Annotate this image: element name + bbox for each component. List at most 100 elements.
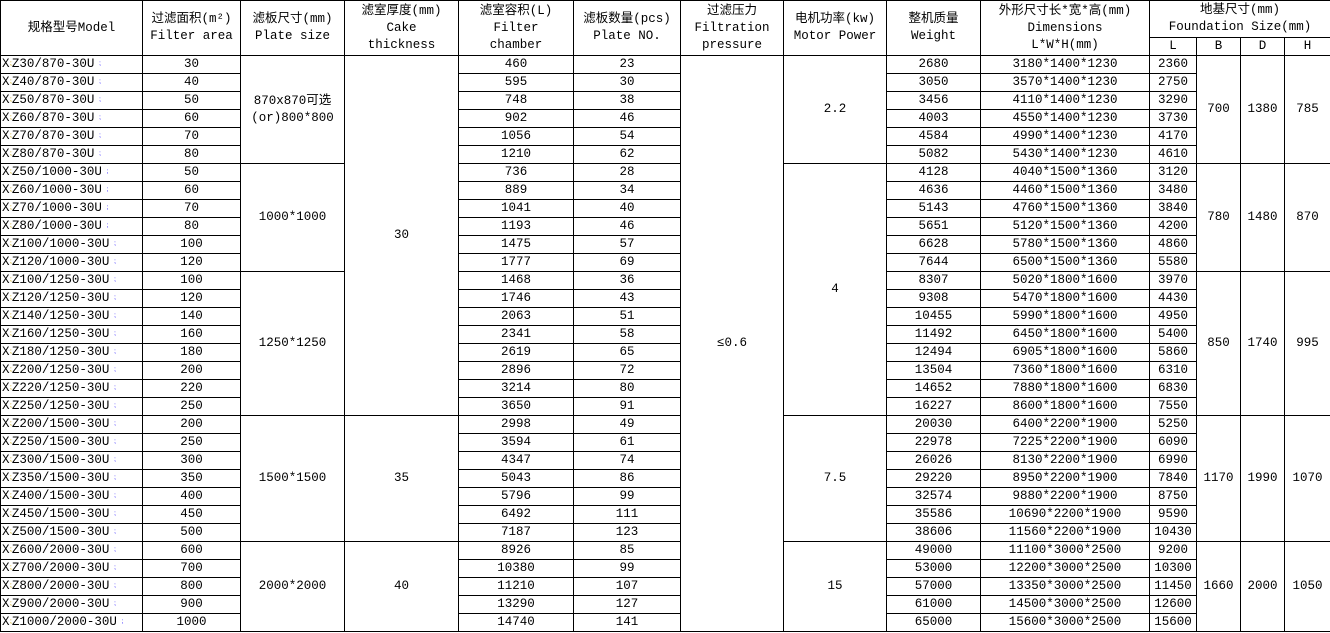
dimensions-cell: 4990*1400*1230 xyxy=(980,127,1150,146)
weight-cell: 65000 xyxy=(886,613,981,632)
plate-size-label: 870x870可选 xyxy=(253,93,332,108)
weight-cell: 14652 xyxy=(886,379,981,398)
plate-no-cell: 49 xyxy=(573,415,681,434)
weight-cell: 8307 xyxy=(886,271,981,290)
model-cell: X⁏Z600/2000-30U ⁏ xyxy=(0,541,143,560)
model-cell: X⁏Z50/870-30U ⁏ xyxy=(0,91,143,110)
foundation-l-cell: 3290 xyxy=(1149,91,1197,110)
plate-no-cell: 28 xyxy=(573,163,681,182)
header-filtration-pressure: 过滤压力 Filtration pressure xyxy=(680,0,784,56)
plate-no-cell: 107 xyxy=(573,577,681,596)
header-cn: 滤室厚度(mm) xyxy=(361,3,442,18)
marker-glyph: ⁏ xyxy=(109,330,116,338)
plate-no-cell: 40 xyxy=(573,199,681,218)
header-en: Cake xyxy=(386,20,417,35)
plate-size-alt: (or)800*800 xyxy=(251,110,334,125)
model-prefix: X xyxy=(2,237,10,251)
table-row: X⁏Z160/1250-30U ⁏ 160 2341 58 11492 6450*1800… xyxy=(0,325,1330,344)
motor-power-cell: 7.5 xyxy=(783,415,887,542)
marker-glyph: ⁏ xyxy=(9,276,12,284)
filter-area-cell: 800 xyxy=(142,577,241,596)
plate-no-cell: 69 xyxy=(573,253,681,272)
model-name: Z250/1500-30U xyxy=(11,435,110,449)
weight-cell: 4636 xyxy=(886,181,981,200)
foundation-l-cell: 2750 xyxy=(1149,73,1197,92)
foundation-l-cell: 6990 xyxy=(1149,451,1197,470)
weight-cell: 4584 xyxy=(886,127,981,146)
filter-area-cell: 50 xyxy=(142,163,241,182)
plate-no-cell: 99 xyxy=(573,487,681,506)
model-prefix: X xyxy=(2,309,10,323)
marker-glyph: ⁏ xyxy=(9,402,12,410)
foundation-l-cell: 4860 xyxy=(1149,235,1197,254)
model-name: Z140/1250-30U xyxy=(11,309,110,323)
marker-glyph: ⁏ xyxy=(9,420,12,428)
model-prefix: X xyxy=(2,489,10,503)
table-row: X⁏Z200/1250-30U ⁏ 200 2896 72 13504 7360*1800… xyxy=(0,361,1330,380)
dimensions-cell: 8950*2200*1900 xyxy=(980,469,1150,488)
model-name: Z350/1500-30U xyxy=(11,471,110,485)
weight-cell: 6628 xyxy=(886,235,981,254)
model-name: Z60/1000-30U xyxy=(11,183,102,197)
model-cell: X⁏Z100/1000-30U ⁏ xyxy=(0,235,143,254)
weight-cell: 61000 xyxy=(886,595,981,614)
foundation-l-cell: 3480 xyxy=(1149,181,1197,200)
foundation-l-cell: 3120 xyxy=(1149,163,1197,182)
model-name: Z50/1000-30U xyxy=(11,165,102,179)
model-cell: X⁏Z60/1000-30U ⁏ xyxy=(0,181,143,200)
marker-glyph: ⁏ xyxy=(9,600,12,608)
model-name: Z100/1250-30U xyxy=(11,273,110,287)
model-name: Z80/1000-30U xyxy=(11,219,102,233)
model-prefix: X xyxy=(2,507,10,521)
plate-no-cell: 141 xyxy=(573,613,681,632)
filter-chamber-cell: 6492 xyxy=(458,505,574,524)
filter-area-cell: 80 xyxy=(142,217,241,236)
foundation-l-cell: 5400 xyxy=(1149,325,1197,344)
plate-size-cell: 1500*1500 xyxy=(240,415,345,542)
dimensions-cell: 4460*1500*1360 xyxy=(980,181,1150,200)
marker-glyph: ⁏ xyxy=(101,186,109,194)
weight-cell: 29220 xyxy=(886,469,981,488)
header-model-label: 规格型号Model xyxy=(27,20,116,35)
model-name: Z400/1500-30U xyxy=(11,489,110,503)
table-row: X⁏Z400/1500-30U ⁏ 400 5796 99 32574 9880*2200… xyxy=(0,487,1330,506)
foundation-l-cell: 15600 xyxy=(1149,613,1197,632)
dimensions-cell: 5780*1500*1360 xyxy=(980,235,1150,254)
foundation-l-cell: 4430 xyxy=(1149,289,1197,308)
filter-area-cell: 120 xyxy=(142,253,241,272)
model-cell: X⁏Z60/870-30U ⁏ xyxy=(0,109,143,128)
marker-glyph: ⁏ xyxy=(9,582,12,590)
filter-area-cell: 40 xyxy=(142,73,241,92)
header-filter-area: 过滤面积(m²) Filter area xyxy=(142,0,241,56)
table-row: X⁏Z80/1000-30U ⁏ 80 1193 46 5651 5120*1500*13… xyxy=(0,217,1330,236)
filter-area-cell: 120 xyxy=(142,289,241,308)
marker-glyph: ⁏ xyxy=(9,240,12,248)
header-en: Filter area xyxy=(150,29,233,43)
table-row: X⁏Z450/1500-30U ⁏ 450 6492 111 35586 10690*22… xyxy=(0,505,1330,524)
dimensions-cell: 6450*1800*1600 xyxy=(980,325,1150,344)
header-cn: 滤板尺寸(mm) xyxy=(252,12,333,26)
filter-chamber-cell: 2998 xyxy=(458,415,574,434)
foundation-b-cell: 1660 xyxy=(1196,541,1241,632)
filter-chamber-cell: 889 xyxy=(458,181,574,200)
weight-cell: 16227 xyxy=(886,397,981,416)
filter-chamber-cell: 1210 xyxy=(458,145,574,164)
filter-area-cell: 250 xyxy=(142,397,241,416)
foundation-l-cell: 7550 xyxy=(1149,397,1197,416)
marker-glyph: ⁏ xyxy=(9,618,12,626)
weight-cell: 4128 xyxy=(886,163,981,182)
filter-area-cell: 70 xyxy=(142,199,241,218)
plate-no-cell: 74 xyxy=(573,451,681,470)
dimensions-cell: 8130*2200*1900 xyxy=(980,451,1150,470)
table-row: X⁏Z70/1000-30U ⁏ 70 1041 40 5143 4760*1500*13… xyxy=(0,199,1330,218)
marker-glyph: ⁏ xyxy=(9,150,12,158)
table-row: X⁏Z250/1250-30U ⁏ 250 3650 91 16227 8600*1800… xyxy=(0,397,1330,416)
model-cell: X⁏Z120/1000-30U ⁏ xyxy=(0,253,143,272)
marker-glyph: ⁏ xyxy=(109,456,116,464)
marker-glyph: ⁏ xyxy=(9,564,12,572)
filter-chamber-cell: 1746 xyxy=(458,289,574,308)
table-row: X⁏Z100/1250-30U ⁏ 100 1250*1250 1468 36 8307 5… xyxy=(0,271,1330,416)
dimensions-cell: 11100*3000*2500 xyxy=(980,541,1150,560)
header-plate-no: 滤板数量(pcs) Plate NO. xyxy=(573,0,681,56)
marker-glyph: ⁏ xyxy=(9,96,12,104)
